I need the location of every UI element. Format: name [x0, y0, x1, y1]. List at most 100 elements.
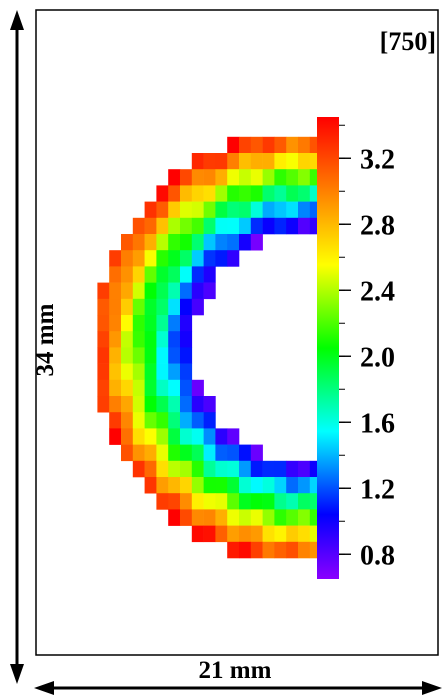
heatmap-cell	[168, 169, 181, 186]
heatmap-cell	[144, 379, 157, 397]
heatmap-cell	[132, 347, 145, 364]
heatmap-cell	[239, 234, 252, 251]
heatmap-cell	[97, 379, 110, 397]
heatmap-cell	[298, 185, 311, 202]
heatmap-cell	[109, 315, 122, 332]
heatmap-cell	[144, 217, 157, 235]
heatmap-cell	[121, 363, 134, 381]
heatmap-cell	[97, 298, 110, 316]
heatmap-cell	[156, 379, 169, 397]
heatmap-cell	[180, 444, 193, 462]
heatmap-cell	[168, 217, 181, 235]
heatmap-cell	[156, 347, 169, 364]
heatmap-cell	[227, 444, 240, 462]
heatmap-cell	[132, 331, 145, 348]
chart-title: [750]	[380, 27, 436, 56]
heatmap-cell	[227, 525, 240, 543]
heatmap-cell	[286, 201, 299, 219]
heatmap-cell	[298, 477, 311, 494]
heatmap-cell	[203, 428, 216, 445]
heatmap-cell	[156, 444, 169, 462]
heatmap-cell	[144, 250, 157, 267]
heatmap-cell	[262, 493, 275, 510]
heatmap-cell	[156, 298, 169, 316]
heatmap-cell	[298, 493, 311, 510]
heatmap-cell	[239, 217, 252, 235]
heatmap-cell	[191, 493, 204, 510]
heatmap-cell	[156, 282, 169, 300]
heatmap-cell	[168, 201, 181, 219]
heatmap-cell	[215, 509, 228, 526]
heatmap-cell	[144, 396, 157, 413]
heatmap-cell	[203, 266, 216, 283]
heatmap-cell	[121, 428, 134, 445]
heatmap-cell	[203, 250, 216, 267]
heatmap-cell	[298, 541, 311, 559]
heatmap-cell	[191, 169, 204, 186]
heatmap-cell	[144, 428, 157, 445]
heatmap-cell	[97, 347, 110, 364]
heatmap-cell	[156, 266, 169, 283]
heatmap-cell	[121, 266, 134, 283]
heatmap-cell	[109, 298, 122, 316]
heatmap-cell	[274, 136, 287, 154]
heatmap-cell	[121, 396, 134, 413]
heatmap-cell	[250, 136, 263, 154]
heatmap-cell	[203, 185, 216, 202]
heatmap-cell	[239, 153, 252, 170]
heatmap-cell	[180, 363, 193, 381]
heatmap-cell	[286, 477, 299, 494]
heatmap-cell	[215, 185, 228, 202]
heatmap-cell	[132, 412, 145, 429]
heatmap-cell	[168, 396, 181, 413]
heatmap-cell	[262, 136, 275, 154]
heatmap-cell	[168, 315, 181, 332]
x-axis-arrow	[34, 681, 442, 695]
heatmap-cell	[215, 201, 228, 219]
heatmap-cell	[239, 477, 252, 494]
heatmap-cell	[215, 477, 228, 494]
colorbar-tick-label: 3.2	[360, 144, 395, 175]
colorbar	[317, 117, 339, 579]
heatmap-cell	[144, 412, 157, 429]
heatmap-cell	[144, 477, 157, 494]
heatmap-cell	[156, 460, 169, 478]
heatmap-cell	[286, 493, 299, 510]
heatmap-cell	[227, 234, 240, 251]
heatmap-cell	[298, 169, 311, 186]
heatmap-cell	[180, 266, 193, 283]
heatmap-cell	[156, 412, 169, 429]
heatmap-cell	[168, 185, 181, 202]
heatmap-cell	[180, 460, 193, 478]
heatmap-cell	[168, 298, 181, 316]
heatmap-cell	[97, 315, 110, 332]
heatmap-cell	[109, 412, 122, 429]
colorbar-tick-label: 0.8	[360, 540, 395, 571]
colorbar-tick-label: 1.2	[360, 474, 395, 505]
heatmap-cell	[239, 201, 252, 219]
heatmap-cell	[132, 428, 145, 445]
heatmap-cell	[109, 379, 122, 397]
heatmap-cell	[180, 428, 193, 445]
heatmap-cell	[156, 234, 169, 251]
heatmap-cell	[298, 217, 311, 235]
heatmap-cell	[168, 347, 181, 364]
heatmap-cell	[262, 169, 275, 186]
heatmap-cell	[121, 412, 134, 429]
heatmap-cell	[132, 298, 145, 316]
heatmap-cell	[286, 169, 299, 186]
y-axis-label: 34 mm	[32, 303, 59, 376]
heatmap-cell	[227, 477, 240, 494]
heatmap-cells	[97, 136, 322, 559]
heatmap-cell	[180, 331, 193, 348]
heatmap-cell	[191, 477, 204, 494]
heatmap-cell	[144, 444, 157, 462]
heatmap-cell	[227, 136, 240, 154]
heatmap-cell	[121, 444, 134, 462]
heatmap-cell	[156, 185, 169, 202]
colorbar-tick-label: 2.0	[360, 342, 395, 373]
heatmap-cell	[191, 201, 204, 219]
heatmap-cell	[132, 396, 145, 413]
heatmap-cell	[227, 250, 240, 267]
